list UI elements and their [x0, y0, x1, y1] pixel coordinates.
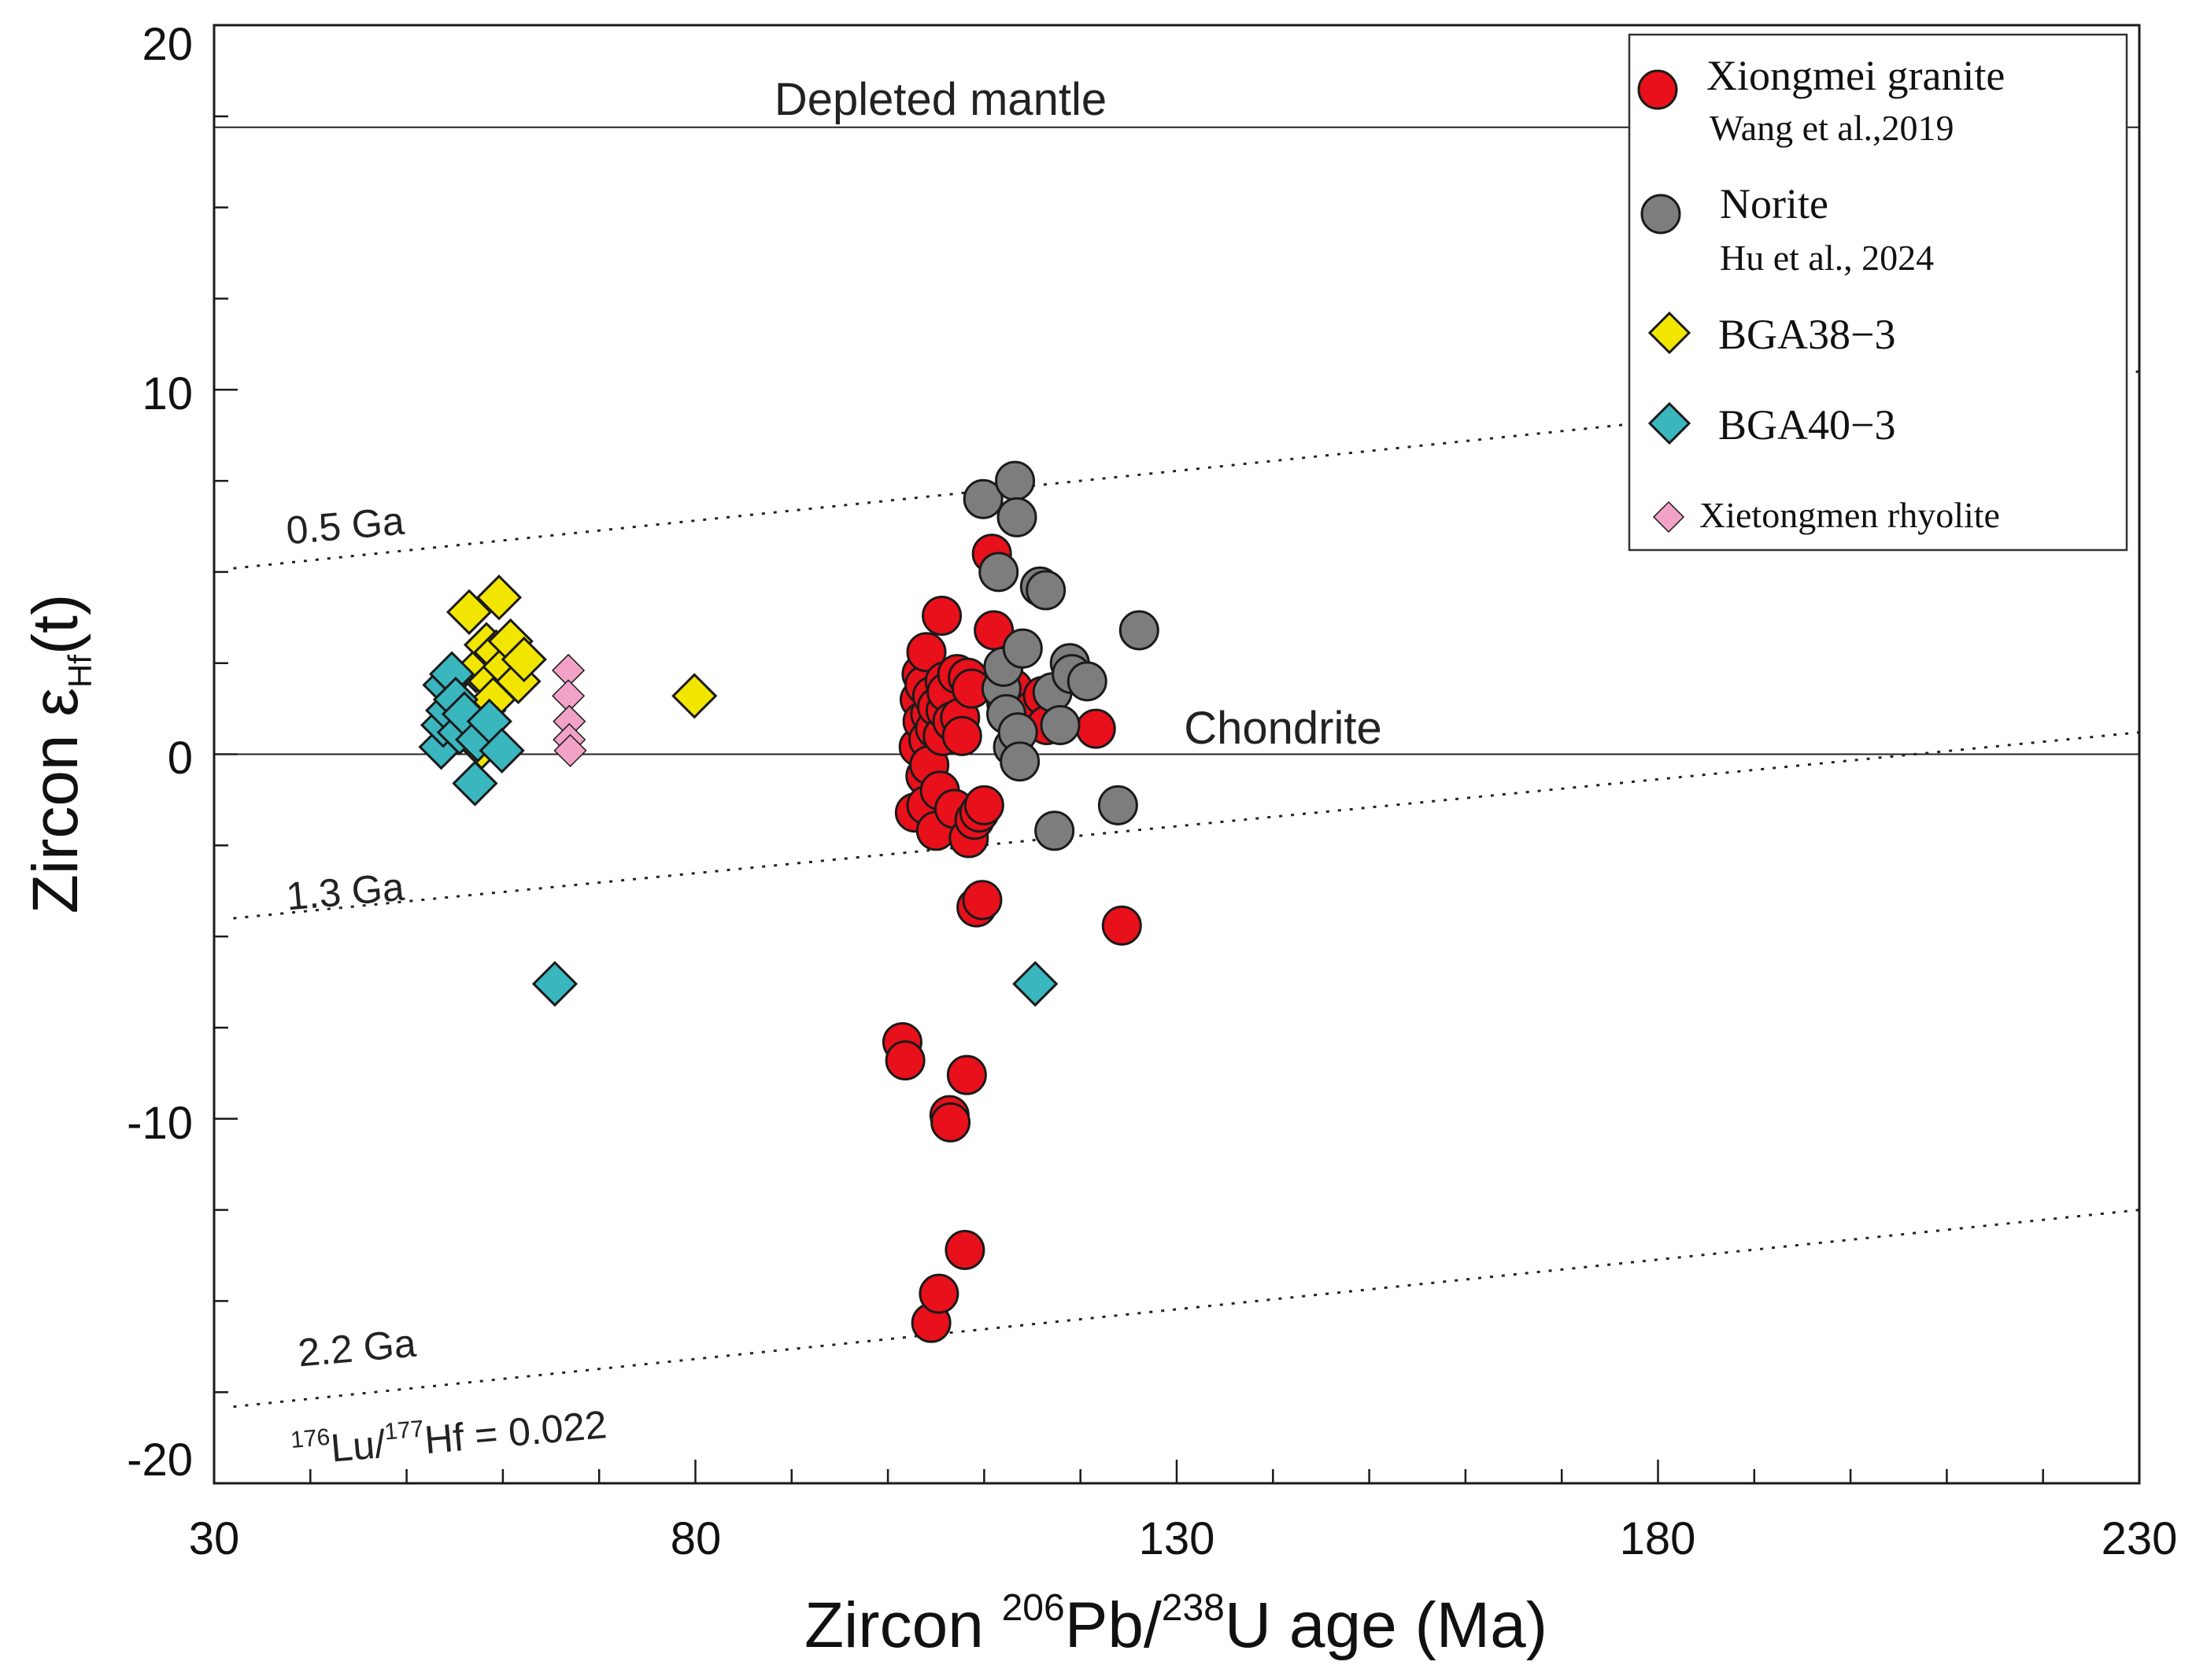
- x-tick-label: 80: [671, 1513, 722, 1564]
- legend-label-bga38: BGA38−3: [1718, 311, 1895, 358]
- chondrite-label: Chondrite: [1184, 703, 1381, 754]
- xiongmei-granite-point: [906, 632, 947, 673]
- xiongmei-granite-point: [885, 1040, 926, 1081]
- norite-point: [1097, 785, 1138, 825]
- y-tick-label: 20: [142, 19, 193, 70]
- lu-hf-ratio-label: 176Lu/177Hf = 0.022: [290, 1400, 608, 1474]
- reference-line-1-3-ga: [233, 731, 2140, 920]
- x-tick-label: 180: [1620, 1513, 1696, 1564]
- y-axis-title: Zircon εHf(t): [20, 594, 98, 914]
- xiongmei-granite-point: [941, 715, 982, 756]
- legend-label-xiongmei: Xiongmei granite: [1706, 52, 2005, 99]
- data-points: [418, 460, 1159, 1343]
- x-axis-title-part: Pb/: [1065, 1590, 1162, 1661]
- xiongmei-granite-point: [962, 880, 1003, 921]
- y-tick-label: 10: [142, 368, 193, 419]
- xiongmei-granite-point: [946, 1054, 987, 1095]
- xiongmei-granite-point: [1075, 708, 1116, 749]
- x-tick-label: 230: [2102, 1513, 2178, 1564]
- y-axis-title-end: (t): [20, 594, 91, 655]
- ga22-label: 2.2 Ga: [296, 1321, 418, 1375]
- y-tick-label: 0: [168, 733, 193, 784]
- norite-point: [1067, 661, 1107, 702]
- lu-hf-ratio-sup: 177: [383, 1416, 425, 1445]
- lu-hf-ratio-sup: 176: [290, 1424, 331, 1453]
- xiongmei-granite-point: [930, 1102, 971, 1143]
- norite-point: [1000, 741, 1041, 782]
- legend-sub-xiongmei: Wang et al.,2019: [1710, 108, 1954, 148]
- depleted-mantle-label: Depleted mantle: [774, 74, 1107, 125]
- ga13-label: 1.3 Ga: [284, 865, 406, 919]
- x-axis-title-end: U age (Ma): [1225, 1590, 1547, 1661]
- y-tick-label: -20: [127, 1434, 193, 1486]
- xiongmei-granite-point: [963, 785, 1004, 825]
- xietongmen-rhyolite-point: [553, 733, 587, 767]
- bga40-3-point: [452, 760, 498, 807]
- norite-point: [1034, 810, 1075, 851]
- legend-marker-bga38: [1647, 311, 1691, 355]
- norite-point: [996, 497, 1037, 537]
- xiongmei-granite-point: [1101, 905, 1142, 946]
- norite-point: [1002, 628, 1043, 669]
- bga38-3-point: [445, 589, 493, 635]
- x-tick-label: 30: [189, 1513, 240, 1564]
- norite-point: [1118, 610, 1159, 651]
- plot-frame: [213, 24, 2141, 1485]
- xiongmei-granite-point: [945, 1230, 985, 1271]
- norite-point: [1026, 570, 1067, 611]
- x-axis-title-sup: 238: [1162, 1587, 1225, 1629]
- legend-marker-xietongmen: [1652, 500, 1685, 534]
- bga40-3-point: [479, 727, 525, 774]
- legend-label-xietongmen: Xietongmen rhyolite: [1699, 495, 2000, 535]
- legend-marker-xiongmei: [1637, 69, 1678, 110]
- lu-hf-ratio-part: Lu/: [329, 1422, 387, 1471]
- legend-marker-bga40: [1647, 401, 1691, 445]
- norite-point: [963, 478, 1004, 519]
- legend-marker-norite: [1640, 194, 1681, 234]
- norite-point: [1040, 704, 1081, 745]
- legend-sub-norite: Hu et al., 2024: [1720, 238, 1934, 278]
- y-axis-title-main: Zircon ε: [20, 688, 91, 914]
- ga05-label: 0.5 Ga: [284, 499, 406, 553]
- xiongmei-granite-point: [922, 595, 963, 636]
- bga38-3-point: [671, 673, 718, 719]
- x-axis-title-main: Zircon: [804, 1590, 1002, 1661]
- bga40-3-point: [1012, 961, 1059, 1007]
- bga38-3-point: [475, 574, 523, 621]
- legend: Xiongmei granite Wang et al.,2019 Norite…: [1628, 33, 2128, 552]
- y-axis-title-sub: Hf: [61, 655, 98, 688]
- norite-point: [995, 460, 1036, 501]
- norite-point: [978, 552, 1019, 593]
- bga38-3-point: [501, 636, 547, 683]
- legend-box: [1628, 33, 2128, 552]
- xiongmei-granite-point: [919, 1273, 959, 1314]
- y-tick-label: -10: [127, 1098, 193, 1149]
- reference-line-2-2-ga: [233, 1209, 2140, 1409]
- bga40-3-point: [531, 961, 579, 1007]
- x-axis-title: Zircon 206Pb/238U age (Ma): [804, 1587, 1547, 1661]
- x-axis-title-sup: 206: [1002, 1587, 1065, 1629]
- x-tick-label: 130: [1139, 1513, 1215, 1564]
- legend-label-bga40: BGA40−3: [1718, 401, 1895, 449]
- legend-label-norite: Norite: [1720, 180, 1828, 227]
